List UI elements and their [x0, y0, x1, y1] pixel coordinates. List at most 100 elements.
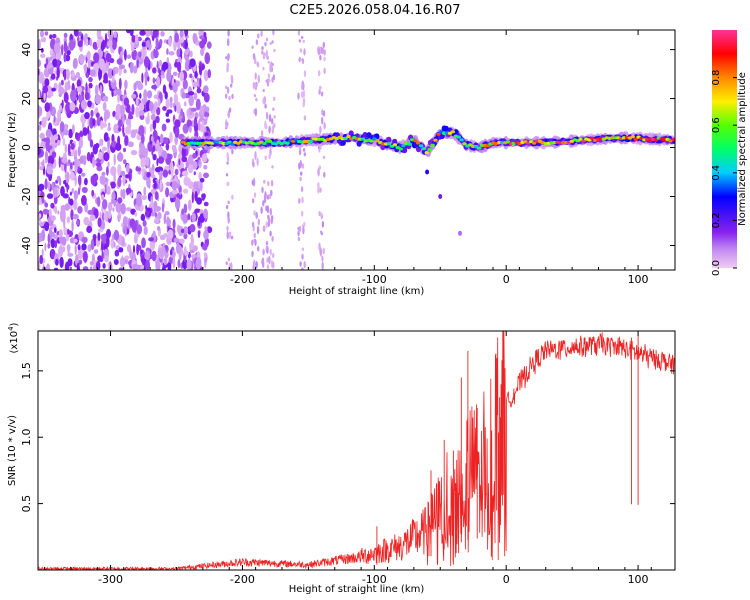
track-core [262, 141, 267, 146]
noise-blob [81, 243, 87, 251]
streak-blob [226, 62, 229, 69]
noise-blob [148, 237, 155, 242]
noise-blob [144, 210, 150, 218]
streak-blob [271, 165, 274, 169]
noise-blob [166, 70, 172, 82]
noise-blob [44, 31, 49, 36]
noise-blob [101, 250, 104, 261]
streak-blob [271, 235, 274, 242]
noise-blob [50, 215, 56, 221]
noise-blob [171, 180, 178, 191]
noise-blob [97, 255, 103, 262]
track-core [450, 130, 456, 134]
track-core [590, 136, 595, 140]
streak-blob [255, 261, 258, 269]
noise-blob [160, 74, 166, 79]
noise-blob [203, 252, 207, 259]
noise-blob [118, 267, 124, 270]
noise-blob [55, 258, 59, 266]
noise-blob [130, 150, 138, 156]
noise-blob [56, 175, 61, 182]
noise-blob [152, 30, 159, 38]
noise-blob [98, 67, 103, 80]
streak-blob [227, 200, 230, 205]
noise-blob [90, 175, 97, 186]
noise-blob [169, 131, 173, 143]
noise-blob [58, 245, 64, 257]
top-x-axis-label: Height of straight line (km) [289, 286, 425, 297]
noise-blob [161, 202, 165, 213]
noise-blob [123, 147, 126, 153]
noise-blob [74, 157, 78, 168]
noise-blob [124, 174, 131, 179]
noise-blob [133, 82, 137, 91]
noise-blob [105, 52, 112, 63]
track-core [343, 136, 348, 140]
track-core [433, 138, 438, 142]
noise-blob [70, 89, 77, 102]
noise-blob [107, 126, 112, 132]
streak-blob [251, 198, 255, 204]
track-blob [386, 136, 392, 143]
noise-blob [190, 233, 194, 244]
noise-blob [45, 263, 51, 270]
noise-blob [203, 201, 209, 207]
noise-blob [125, 187, 132, 194]
noise-blob [77, 206, 83, 214]
noise-blob [177, 72, 180, 79]
noise-blob [154, 101, 158, 110]
noise-blob [187, 164, 194, 174]
noise-blob [77, 145, 81, 157]
noise-blob [75, 132, 79, 140]
streak-blob [226, 152, 229, 159]
snr-series-line [38, 331, 675, 570]
bottom-plot-frame [37, 330, 676, 571]
streak-blob [299, 261, 302, 267]
streak-blob [267, 221, 270, 227]
noise-blob [38, 221, 45, 227]
streak-blob [303, 152, 306, 157]
noise-blob [194, 70, 198, 79]
noise-blob [195, 98, 201, 111]
noise-blob [202, 243, 208, 251]
noise-blob [140, 249, 143, 255]
streak-blob [301, 247, 304, 251]
streak-blob [225, 205, 229, 209]
noise-blob [143, 89, 148, 101]
noise-blob [156, 226, 161, 231]
noise-blob [65, 101, 71, 114]
streak-blob [230, 235, 234, 240]
streak-blob [321, 261, 324, 270]
noise-blob [102, 199, 108, 210]
noise-blob [64, 261, 70, 270]
noise-blob [91, 189, 95, 197]
noise-blob [38, 183, 45, 191]
noise-blob [67, 80, 71, 86]
colorbar [712, 30, 737, 268]
noise-blob [68, 159, 71, 164]
streak-blob [323, 122, 326, 130]
noise-blob [130, 208, 136, 215]
noise-blob [141, 194, 147, 201]
track-core [401, 144, 406, 148]
noise-blob [184, 101, 187, 107]
noise-blob [202, 38, 207, 44]
streak-blob [318, 69, 321, 77]
noise-blob [138, 102, 145, 112]
noise-blob [67, 143, 71, 154]
streak-blob [266, 194, 270, 200]
noise-blob [38, 124, 42, 131]
colorbar-tick-label: 0.8 [711, 70, 722, 86]
track-core [633, 137, 638, 141]
noise-blob [63, 32, 68, 39]
noise-blob [99, 175, 106, 185]
track-core [346, 134, 351, 139]
noise-blob [71, 143, 75, 150]
streak-blob [262, 89, 265, 92]
noise-blob [55, 37, 60, 44]
noise-blob [130, 44, 135, 52]
noise-blob [56, 67, 60, 79]
noise-blob [173, 93, 179, 105]
noise-blob [140, 213, 146, 221]
